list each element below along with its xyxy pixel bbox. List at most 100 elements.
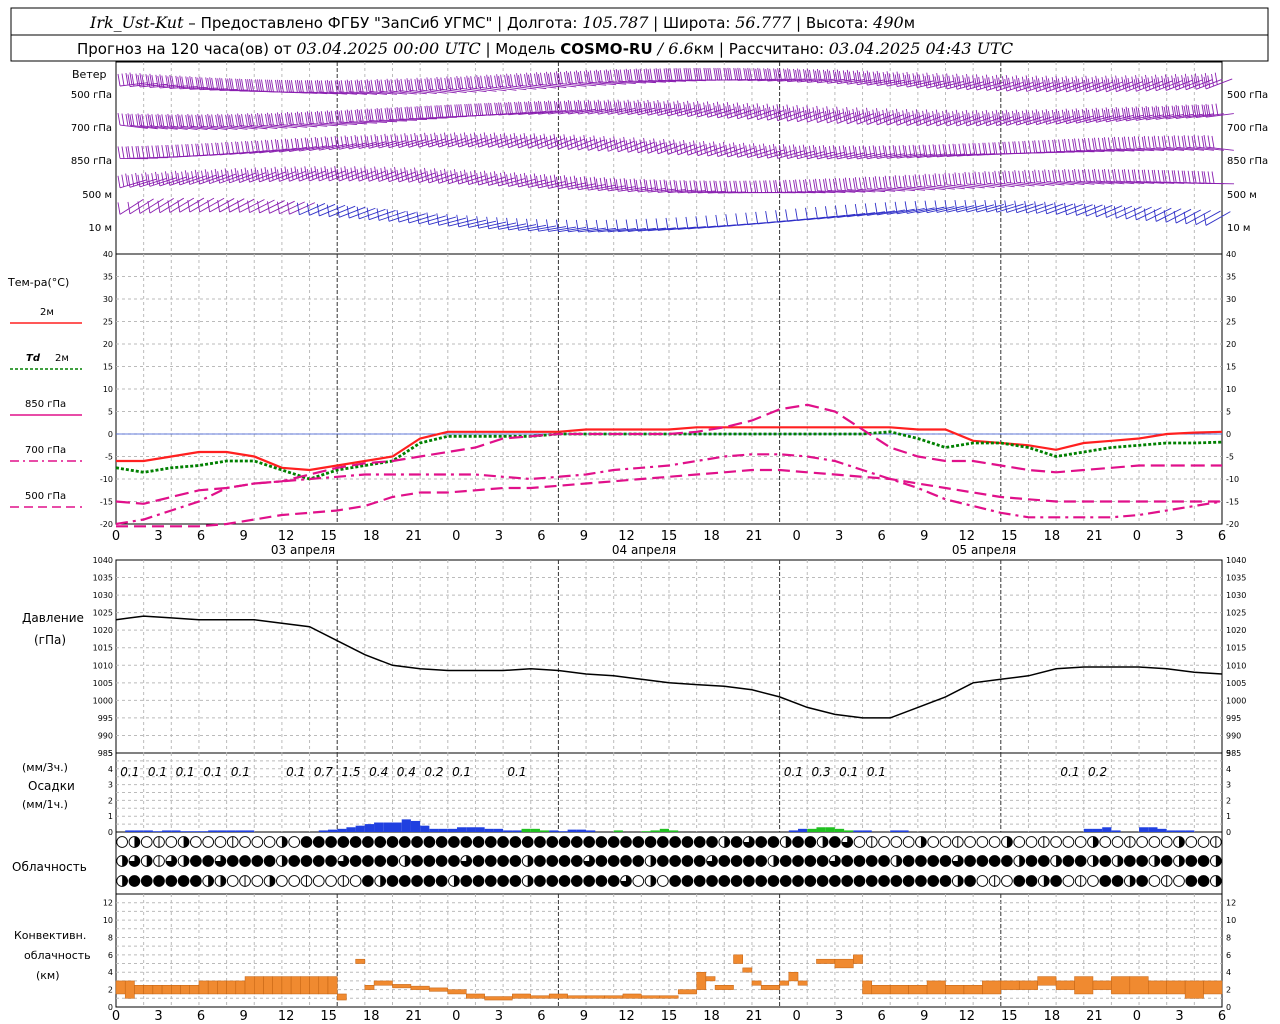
wind-barb-flag [695,180,699,194]
wind-barb-flag [1042,170,1046,183]
wind-barb-flag [1091,108,1095,121]
wind-barb-staff [1036,181,1065,186]
wind-barb-flag [215,77,219,90]
convective-unit: (км) [36,969,60,982]
wind-barb-flag [444,104,448,118]
wind-barb-flag [486,173,490,186]
wind-barb-flag [165,75,169,88]
wind-barb-flag [380,108,384,121]
wind-barb-flag [215,114,219,128]
wind-barb-flag [523,133,527,146]
wind-barb-flag [683,180,687,193]
wind-barb-flag [599,70,603,83]
wind-barb-flag [1211,135,1215,149]
wind-barb-flag [968,112,972,125]
wind-barb-flag [145,114,149,127]
wind-barb-flag [745,180,749,193]
wind-barb-flag [516,102,519,115]
wind-barb-flag [523,172,527,186]
wind-barb-flag [191,171,194,184]
legend-700-label: 700 гПа [25,445,66,456]
wind-barb-flag [227,200,231,213]
wind-barb-flag [605,178,609,192]
wind-barb-flag [241,78,245,92]
wind-barb-staff [658,79,687,82]
cloud-cover-circle [1074,836,1087,848]
wind-barb-flag [775,180,779,193]
wind-barb-flag [998,171,1002,184]
wind-barb-flag [151,75,155,88]
cloud-cover-mark [269,875,276,887]
precip-bar [1102,827,1112,832]
wind-barb-flag [536,102,539,115]
wind-barb-flag [749,180,753,193]
wind-barb-flag [689,67,693,81]
y-tick-right: -5 [1226,453,1234,462]
wind-barb-flag [974,143,978,156]
wind-barb-flag [583,135,587,148]
wind-barb-flag [914,174,918,187]
wind-barb-flag [151,145,155,158]
cloud-cover-circle [804,875,817,887]
wind-barb-staff [1185,210,1211,225]
wind-barb-flag [934,113,938,127]
wind-barb-flag [267,112,270,125]
wind-barb-flag [545,219,549,232]
precip-bar [503,830,513,832]
y-tick-left: 30 [103,295,113,304]
wind-barb-flag [1161,136,1165,149]
wind-barb-flag [296,202,300,215]
wind-barb-flag [466,103,470,117]
precip-bar [374,822,384,832]
wind-barb-flag [896,71,900,84]
cloud-cover-circle [472,836,485,848]
wind-barb-flag [1018,111,1021,125]
wind-barb-flag [757,67,761,81]
wind-barb-flag [334,166,338,179]
wind-barb-flag [874,112,878,125]
wind-barb-flag [207,113,211,126]
wind-barb-flag [882,176,886,190]
wind-barb-flag [818,70,822,83]
y-tick-left: 40 [103,250,113,259]
wind-barb-flag [338,111,342,124]
wind-barb-flag [1153,209,1157,222]
wind-barb-flag [795,208,798,221]
wind-barb-flag [932,144,936,157]
wind-barb-flag [732,103,736,116]
cloud-cover-mark [146,855,153,867]
wind-barb-flag [456,104,460,117]
wind-barb-flag [954,200,958,213]
precip-bar [899,830,909,832]
wind-barb-staff [349,91,378,95]
cloud-cover-circle [1062,855,1075,867]
wind-barb-flag [185,114,189,128]
wind-barb-flag [699,67,703,81]
y-tick-left: 990 [98,731,113,740]
wind-barb-staff [548,226,577,232]
wind-barb-flag [882,71,886,85]
wind-barb-staff [1046,203,1074,215]
wind-barb-flag [1201,171,1205,184]
wind-barb-flag [767,67,771,81]
wind-barb-flag [137,113,141,126]
wind-barb-flag [426,212,430,225]
wind-barb-flag [743,67,747,81]
wind-barb-flag [460,170,464,183]
wind-barb-flag [595,178,599,191]
wind-barb-flag [852,178,856,191]
wind-barb-flag [366,136,370,149]
wind-barb-flag [673,68,677,81]
wind-barb-flag [912,110,916,123]
cloud-layer [116,836,1222,887]
wind-barb-flag [958,172,962,185]
wind-barb-staff [867,210,895,216]
wind-barb-flag [898,175,902,188]
cloud-cover-circle [915,855,927,867]
wind-barb-staff [638,80,667,83]
y-tick-right: 0 [1226,430,1231,439]
wind-barb-flag [778,107,782,120]
wind-barb-flag [902,72,906,85]
cloud-cover-circle [779,855,792,867]
cloud-cover-circle [1001,855,1013,867]
